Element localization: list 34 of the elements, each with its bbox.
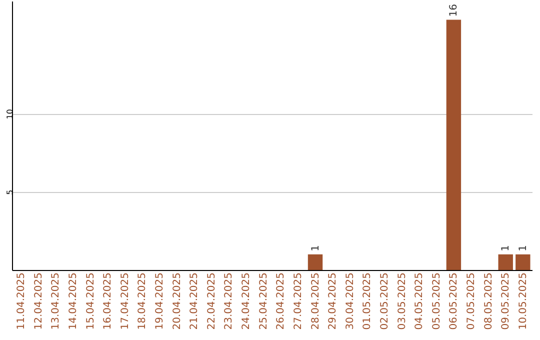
x-tick-label: 28.04.2025 [310, 272, 322, 330]
x-tick-label: 03.05.2025 [396, 272, 408, 330]
x-tick-label: 29.04.2025 [328, 272, 339, 330]
x-tick-label: 06.05.2025 [448, 272, 460, 330]
x-tick-label: 14.04.2025 [68, 272, 79, 330]
x-tick-label: 10.05.2025 [518, 272, 529, 330]
x-tick-label: 17.04.2025 [120, 272, 131, 330]
x-tick-label: 18.04.2025 [137, 272, 148, 330]
x-tick-label: 24.04.2025 [241, 272, 252, 330]
data-label: 16 [448, 4, 460, 17]
data-label: 1 [518, 244, 529, 252]
x-tick-label: 19.04.2025 [154, 272, 166, 330]
x-tick-label: 30.04.2025 [344, 272, 356, 330]
x-tick-label: 25.04.2025 [258, 272, 270, 330]
x-tick-label: 11.04.2025 [16, 272, 28, 330]
x-tick-label: 26.04.2025 [276, 272, 287, 330]
x-tick-label: 05.05.2025 [431, 272, 442, 330]
x-tick-label: 02.05.2025 [379, 272, 390, 330]
x-tick-label: 07.05.2025 [466, 272, 477, 330]
x-tick-label: 15.04.2025 [85, 272, 96, 330]
x-tick-label: 27.04.2025 [292, 272, 304, 330]
x-tick-label: 23.04.2025 [224, 272, 235, 330]
data-label: 1 [310, 244, 322, 252]
data-label: 1 [500, 244, 512, 252]
x-tick-label: 08.05.2025 [483, 272, 494, 330]
x-tick-label: 04.05.2025 [414, 272, 426, 330]
x-tick-label: 16.04.2025 [102, 272, 114, 330]
x-tick-label: 01.05.2025 [362, 272, 374, 330]
x-tick-label: 22.04.2025 [206, 272, 218, 330]
x-tick-label: 21.04.2025 [189, 272, 200, 330]
x-tick-label: 13.04.2025 [50, 272, 62, 330]
x-tick-label: 12.04.2025 [33, 272, 44, 330]
x-tick-label: 09.05.2025 [500, 272, 512, 330]
x-tick-label: 20.04.2025 [172, 272, 183, 330]
